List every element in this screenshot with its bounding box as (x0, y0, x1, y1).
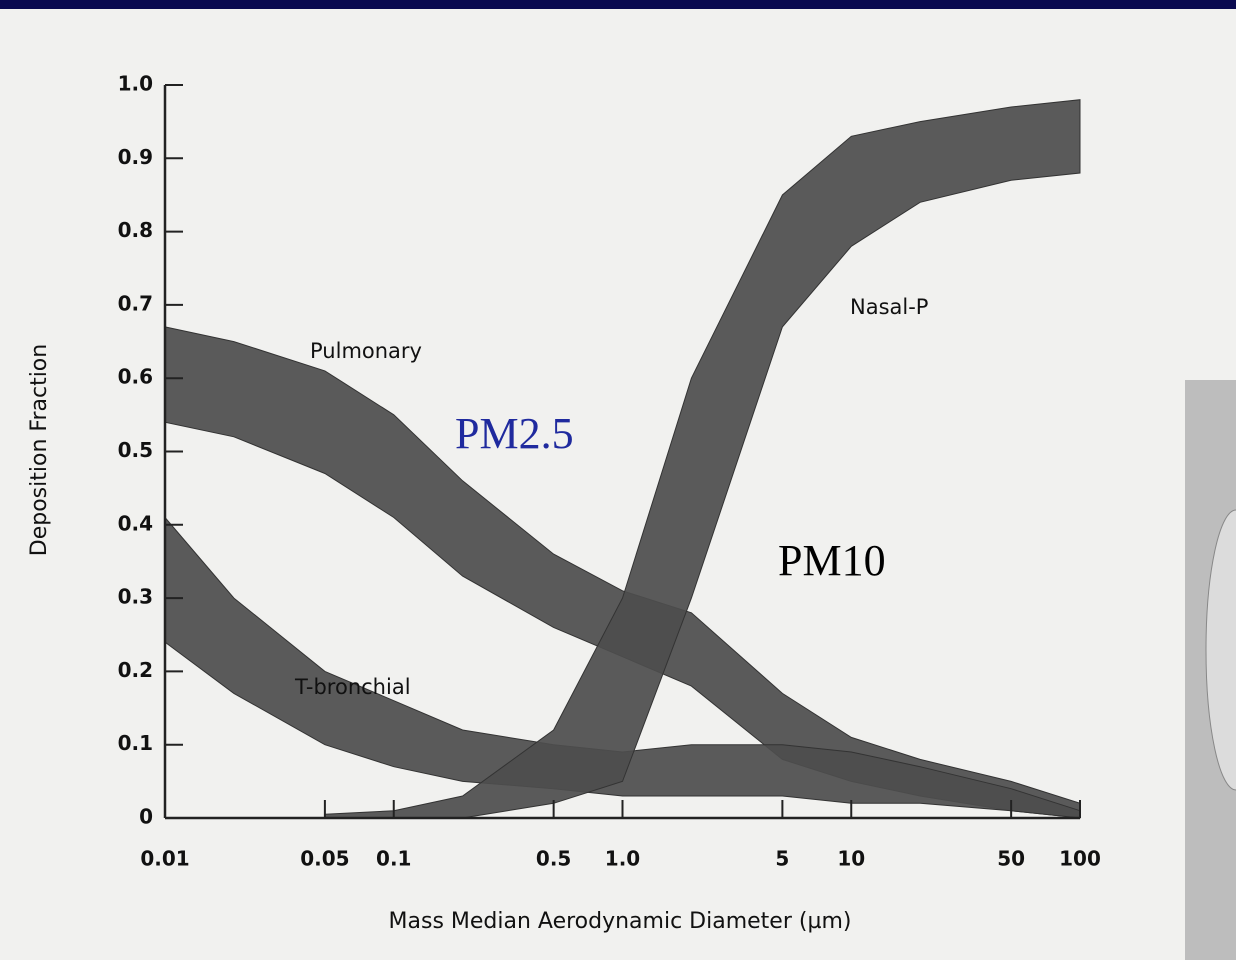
x-tick-label: 0.05 (300, 847, 349, 871)
y-tick-label: 0.4 (118, 511, 153, 535)
y-axis-label: Deposition Fraction (27, 344, 52, 556)
x-tick-label: 50 (997, 847, 1025, 871)
x-axis-label: Mass Median Aerodynamic Diameter (µm) (389, 909, 852, 934)
x-tick-label: 0.01 (140, 847, 189, 871)
y-tick-label: 0 (139, 805, 153, 829)
annotation: PM10 (778, 536, 886, 585)
x-tick-label: 100 (1059, 847, 1101, 871)
y-tick-label: 0.7 (118, 291, 153, 315)
y-tick-label: 1.0 (118, 72, 153, 96)
y-tick-label: 0.8 (118, 218, 153, 242)
y-tick-label: 0.1 (118, 731, 153, 755)
slide-border (0, 0, 1236, 9)
x-tick-label: 0.1 (376, 847, 411, 871)
photo-detail (1205, 509, 1236, 791)
y-tick-label: 0.5 (118, 438, 153, 462)
x-tick-label: 10 (837, 847, 865, 871)
y-tick-label: 0.6 (118, 365, 153, 389)
x-tick-label: 5 (775, 847, 789, 871)
series-label: Pulmonary (310, 339, 422, 363)
y-tick-label: 0.2 (118, 658, 153, 682)
deposition-band (324, 99, 1081, 819)
y-tick-label: 0.9 (118, 145, 153, 169)
series-label: T-bronchial (294, 675, 411, 699)
annotation: PM2.5 (455, 409, 574, 458)
y-tick-label: 0.3 (118, 585, 153, 609)
x-tick-label: 1.0 (605, 847, 640, 871)
series-label: Nasal-P (850, 295, 928, 319)
x-tick-label: 0.5 (536, 847, 571, 871)
